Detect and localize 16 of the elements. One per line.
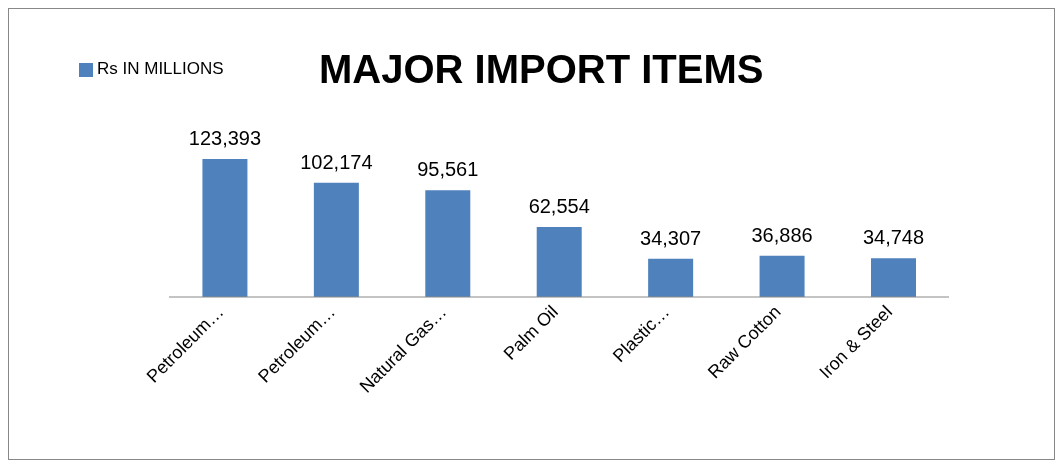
data-label: 34,748 (862, 226, 925, 249)
bar (759, 255, 805, 297)
data-label: 36,886 (751, 223, 813, 246)
data-label: 102,174 (300, 150, 373, 173)
legend-label: Rs IN MILLIONS (97, 59, 224, 78)
bar (425, 190, 471, 297)
data-label: 95,561 (417, 158, 479, 181)
chart-title: MAJOR IMPORT ITEMS (319, 47, 764, 92)
data-label: 123,393 (188, 127, 262, 149)
bar (202, 159, 248, 297)
bar (648, 258, 694, 297)
bar (536, 227, 582, 297)
bar (313, 182, 359, 297)
bar (871, 258, 916, 297)
data-label: 62,554 (528, 195, 590, 218)
data-label: 34,307 (640, 226, 702, 249)
